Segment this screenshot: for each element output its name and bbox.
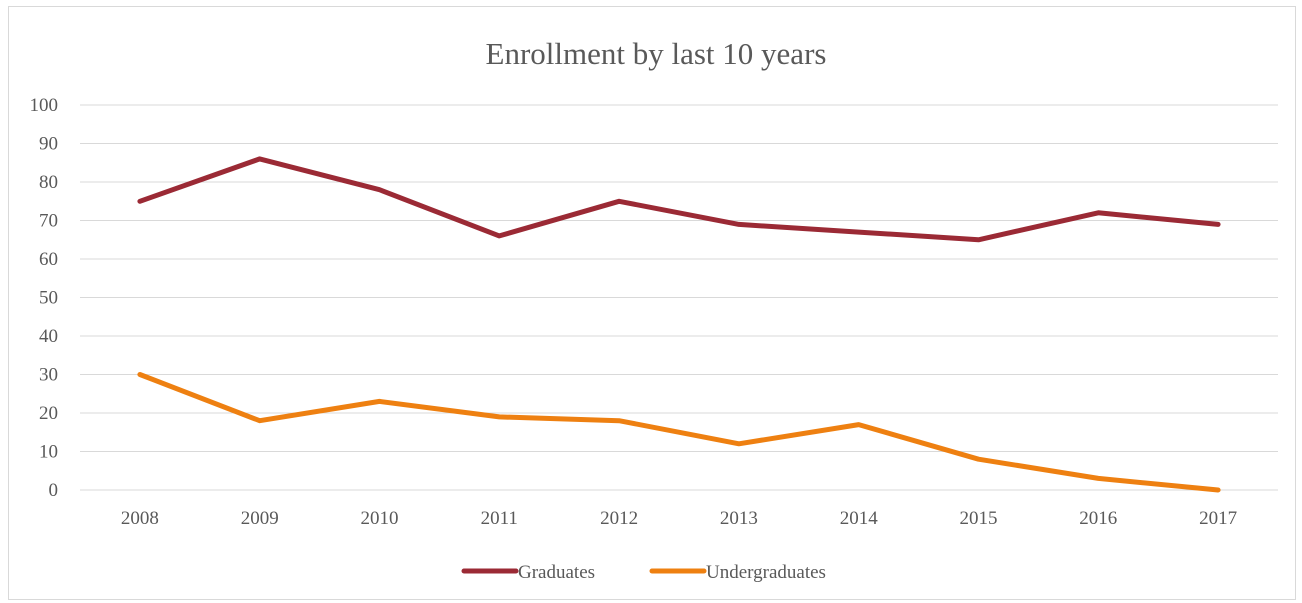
x-tick-label: 2009: [241, 508, 279, 529]
x-axis-ticks: 2008 2009 2010 2011 2012 2013 2014 2015 2016 2017: [121, 508, 1237, 529]
series-line-graduates: [137, 156, 1221, 243]
x-tick-label: 2017: [1199, 508, 1237, 529]
y-tick-label: 100: [30, 95, 59, 116]
y-tick-label: 10: [39, 442, 58, 463]
y-tick-label: 40: [39, 326, 58, 347]
legend: Graduates Undergraduates: [461, 562, 826, 583]
y-tick-label: 80: [39, 172, 58, 193]
y-axis-ticks: 0 10 20 30 40 50 60 70 80 90 100: [30, 95, 59, 501]
x-tick-label: 2015: [960, 508, 998, 529]
legend-label-graduates: Graduates: [518, 562, 595, 583]
y-tick-label: 90: [39, 134, 58, 155]
gridlines: [80, 104, 1278, 491]
x-tick-label: 2013: [720, 508, 758, 529]
series-lines: [137, 156, 1221, 493]
x-tick-label: 2010: [361, 508, 399, 529]
y-tick-label: 0: [49, 480, 59, 501]
y-tick-label: 50: [39, 288, 58, 309]
y-tick-label: 60: [39, 249, 58, 270]
chart-title: Enrollment by last 10 years: [486, 36, 827, 71]
x-tick-label: 2011: [481, 508, 518, 529]
y-tick-label: 20: [39, 403, 58, 424]
x-tick-label: 2008: [121, 508, 159, 529]
y-tick-label: 30: [39, 365, 58, 386]
x-tick-label: 2016: [1079, 508, 1117, 529]
x-tick-label: 2012: [600, 508, 638, 529]
series-line-undergraduates: [137, 372, 1221, 493]
x-tick-label: 2014: [840, 508, 879, 529]
legend-label-undergraduates: Undergraduates: [706, 562, 826, 583]
y-tick-label: 70: [39, 211, 58, 232]
